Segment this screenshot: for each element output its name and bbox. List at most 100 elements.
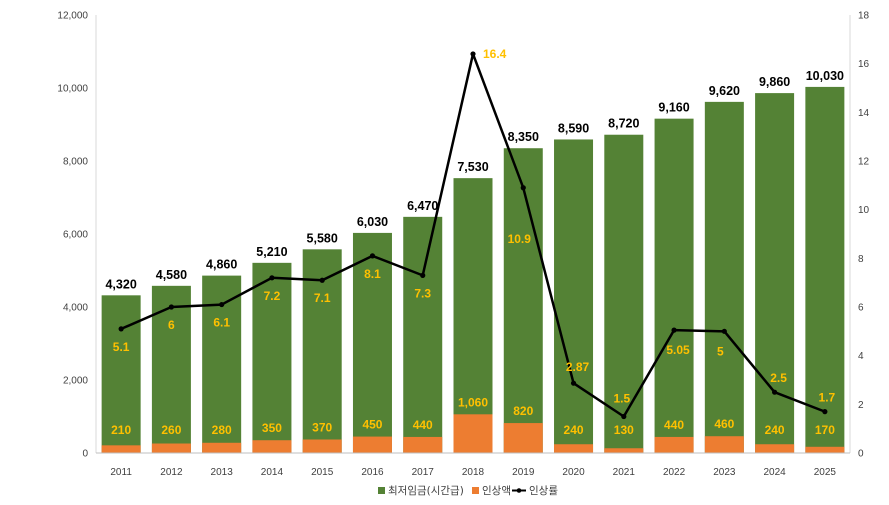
bar-minimum-wage <box>604 134 644 453</box>
increase-rate-label: 16.4 <box>483 47 507 61</box>
increase-rate-label: 6 <box>168 318 175 332</box>
increase-rate-point <box>269 275 275 281</box>
bar-increase-amount <box>755 444 795 453</box>
increase-rate-label: 5 <box>717 344 724 358</box>
bar-increase-amount <box>403 436 443 453</box>
bar-minimum-wage <box>403 216 443 453</box>
bar-increase-amount <box>604 448 644 453</box>
increase-rate-point <box>369 253 376 259</box>
bar-increase-amount <box>101 445 141 453</box>
increase-rate-point <box>772 389 778 395</box>
total-value-label: 6,030 <box>357 215 388 229</box>
increase-rate-label: 10.9 <box>508 232 532 246</box>
x-tick-label: 2012 <box>160 467 183 478</box>
x-tick-label: 2021 <box>613 467 636 478</box>
y-right-tick-label: 18 <box>858 11 870 22</box>
bar-increase-amount <box>554 444 594 453</box>
x-tick-label: 2015 <box>311 467 334 478</box>
y-left-tick-label: 6,000 <box>63 230 88 241</box>
bar-increase-amount <box>704 436 744 453</box>
total-value-label: 9,860 <box>759 75 790 89</box>
x-tick-label: 2013 <box>211 467 234 478</box>
y-left-tick-label: 2,000 <box>63 376 88 387</box>
increase-value-label: 240 <box>564 423 584 437</box>
x-tick-label: 2020 <box>562 467 585 478</box>
increase-rate-label: 8.1 <box>364 267 381 281</box>
bar-increase-amount <box>252 440 292 453</box>
increase-rate-label: 7.3 <box>414 286 431 300</box>
bar-minimum-wage <box>302 249 342 453</box>
bar-minimum-wage <box>453 178 493 453</box>
legend-label-increase-rate: 인상률 <box>529 485 558 497</box>
total-value-label: 4,320 <box>105 277 136 291</box>
bar-increase-amount <box>654 436 694 453</box>
increase-rate-point <box>118 326 124 332</box>
increase-rate-point <box>219 301 225 308</box>
x-tick-label: 2014 <box>261 467 284 478</box>
y-right-tick-label: 0 <box>858 449 864 460</box>
x-tick-label: 2017 <box>412 467 435 478</box>
x-tick-label: 2024 <box>763 467 786 478</box>
y-left-tick-label: 10,000 <box>57 84 88 95</box>
total-value-label: 5,580 <box>307 231 338 245</box>
bar-increase-amount <box>151 443 191 453</box>
increase-value-label: 130 <box>614 423 634 437</box>
increase-rate-point <box>822 409 828 415</box>
total-value-label: 8,350 <box>508 130 539 144</box>
increase-rate-label: 7.1 <box>314 291 331 305</box>
y-right-tick-label: 12 <box>858 157 870 168</box>
bar-increase-amount <box>202 442 242 453</box>
increase-rate-point <box>520 185 526 191</box>
x-tick-label: 2011 <box>110 467 132 478</box>
legend-marker-increase-rate <box>516 488 522 493</box>
total-value-label: 7,530 <box>457 160 488 174</box>
y-right-tick-label: 6 <box>858 303 864 314</box>
increase-rate-point <box>570 380 577 386</box>
total-value-label: 4,860 <box>206 258 237 272</box>
increase-value-label: 370 <box>312 420 332 434</box>
increase-rate-point <box>671 327 677 333</box>
total-value-label: 8,590 <box>558 121 589 135</box>
increase-rate-label: 5.1 <box>113 340 130 354</box>
bar-minimum-wage <box>352 232 392 453</box>
total-value-label: 8,720 <box>608 117 639 131</box>
y-right-tick-label: 4 <box>858 351 864 362</box>
y-left-tick-label: 0 <box>82 449 88 460</box>
increase-rate-point <box>621 413 627 420</box>
increase-rate-point <box>319 277 325 283</box>
bar-minimum-wage <box>805 86 845 453</box>
bar-increase-amount <box>503 423 543 453</box>
increase-value-label: 450 <box>362 418 382 432</box>
total-value-label: 6,470 <box>407 199 438 213</box>
bar-minimum-wage <box>654 118 694 453</box>
legend-swatch-minimum-wage <box>378 487 385 494</box>
legend-label-minimum-wage: 최저임금(시간급) <box>388 484 464 497</box>
bar-increase-amount <box>453 414 493 453</box>
increase-rate-point <box>721 328 727 334</box>
y-right-tick-label: 2 <box>858 400 864 411</box>
total-value-label: 10,030 <box>806 69 844 83</box>
x-tick-label: 2025 <box>814 467 837 478</box>
increase-rate-point <box>420 272 426 278</box>
bar-minimum-wage <box>755 93 795 454</box>
increase-rate-label: 5.05 <box>666 343 690 357</box>
total-value-label: 5,210 <box>256 245 287 259</box>
y-left-tick-label: 12,000 <box>57 11 88 22</box>
x-tick-label: 2022 <box>663 467 686 478</box>
bar-increase-amount <box>805 446 845 453</box>
increase-value-label: 440 <box>413 418 433 432</box>
bar-increase-amount <box>352 436 392 453</box>
increase-value-label: 210 <box>111 423 131 437</box>
increase-value-label: 280 <box>212 423 232 437</box>
increase-rate-label: 2.87 <box>566 360 590 374</box>
y-right-tick-label: 8 <box>858 254 864 265</box>
increase-rate-point <box>470 51 476 57</box>
y-left-tick-label: 4,000 <box>63 303 88 314</box>
bar-minimum-wage <box>503 148 543 453</box>
bar-minimum-wage <box>704 101 744 454</box>
bar-minimum-wage <box>554 139 594 453</box>
increase-value-label: 460 <box>714 417 734 431</box>
legend-swatch-increase-amount <box>472 487 479 494</box>
bar-minimum-wage <box>101 295 141 453</box>
